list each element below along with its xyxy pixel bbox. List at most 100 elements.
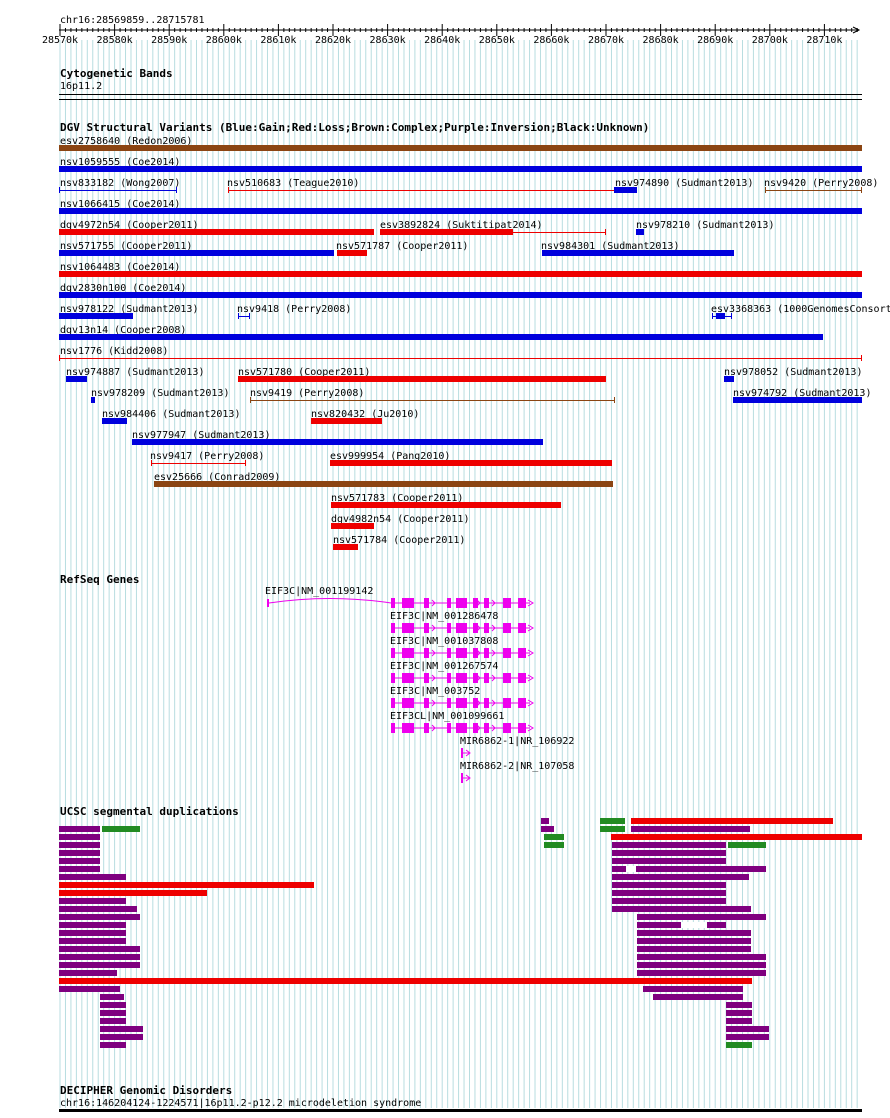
segdup-feature[interactable]: [637, 914, 766, 920]
dgv-variant-cap[interactable]: [731, 313, 732, 319]
dgv-variant-label[interactable]: nsv9418 (Perry2008): [237, 304, 352, 315]
segdup-feature[interactable]: [612, 850, 726, 856]
dgv-variant-label[interactable]: nsv1776 (Kidd2008): [60, 346, 169, 357]
segdup-feature[interactable]: [59, 850, 100, 856]
dgv-variant-label[interactable]: esv3892824 (Suktitipat2014): [380, 220, 543, 231]
dgv-variant-label[interactable]: nsv571755 (Cooper2011): [60, 241, 193, 252]
segdup-feature[interactable]: [631, 826, 750, 832]
gene-label[interactable]: MIR6862-2|NR_107058: [460, 761, 575, 772]
dgv-variant-line[interactable]: [765, 190, 862, 191]
dgv-variant-bar[interactable]: [59, 229, 374, 235]
dgv-variant-label[interactable]: nsv571780 (Cooper2011): [238, 367, 371, 378]
dgv-variant-line[interactable]: [228, 190, 615, 191]
dgv-variant-cap[interactable]: [228, 187, 229, 193]
dgv-variant-cap[interactable]: [245, 460, 246, 466]
dgv-variant-label[interactable]: nsv1059555 (Coe2014): [60, 157, 181, 168]
segdup-feature[interactable]: [59, 978, 752, 984]
segdup-feature[interactable]: [726, 1026, 769, 1032]
gene-label[interactable]: EIF3C|NM_001267574: [390, 661, 499, 672]
segdup-feature[interactable]: [726, 1018, 752, 1024]
dgv-variant-bar[interactable]: [59, 292, 862, 298]
gene-label[interactable]: EIF3C|NM_001199142: [265, 586, 374, 597]
dgv-variant-label[interactable]: esv2758640 (Redon2006): [60, 136, 193, 147]
dgv-variant-bar[interactable]: [724, 376, 734, 382]
segdup-feature[interactable]: [100, 1034, 143, 1040]
dgv-variant-bar[interactable]: [59, 334, 823, 340]
segdup-feature[interactable]: [726, 1010, 752, 1016]
dgv-variant-cap[interactable]: [249, 313, 250, 319]
segdup-feature[interactable]: [643, 986, 743, 992]
segdup-feature[interactable]: [59, 930, 126, 936]
dgv-variant-cap[interactable]: [59, 355, 60, 361]
dgv-variant-line[interactable]: [59, 190, 177, 191]
dgv-variant-bar[interactable]: [716, 313, 725, 319]
dgv-variant-label[interactable]: dgv4982n54 (Cooper2011): [331, 514, 470, 525]
dgv-variant-cap[interactable]: [176, 187, 177, 193]
decipher-track-title[interactable]: DECIPHER Genomic Disorders: [60, 1084, 233, 1097]
dgv-variant-label[interactable]: nsv571783 (Cooper2011): [331, 493, 464, 504]
segdup-feature[interactable]: [637, 930, 751, 936]
segdup-feature[interactable]: [612, 866, 766, 872]
dgv-variant-label[interactable]: esv999954 (Pang2010): [330, 451, 451, 462]
segdup-feature[interactable]: [59, 922, 126, 928]
dgv-variant-bar[interactable]: [59, 250, 334, 256]
dgv-variant-line[interactable]: [250, 400, 615, 401]
segdup-feature[interactable]: [612, 842, 726, 848]
segdup-feature[interactable]: [637, 938, 751, 944]
segdup-feature[interactable]: [637, 962, 766, 968]
segdup-feature[interactable]: [637, 946, 751, 952]
dgv-variant-line[interactable]: [59, 358, 862, 359]
dgv-track-title[interactable]: DGV Structural Variants (Blue:Gain;Red:L…: [60, 121, 650, 134]
segdup-feature[interactable]: [59, 874, 126, 880]
segdup-feature[interactable]: [612, 874, 749, 880]
segdup-feature[interactable]: [612, 898, 726, 904]
dgv-variant-line[interactable]: [238, 316, 250, 317]
segdup-feature[interactable]: [612, 882, 726, 888]
dgv-variant-bar[interactable]: [59, 271, 862, 277]
dgv-variant-cap[interactable]: [605, 229, 606, 235]
segdup-feature[interactable]: [728, 842, 766, 848]
segdup-feature[interactable]: [59, 834, 100, 840]
segdup-feature[interactable]: [600, 818, 625, 824]
segdup-feature[interactable]: [541, 826, 554, 832]
segdup-feature[interactable]: [59, 938, 126, 944]
dgv-variant-label[interactable]: nsv9417 (Perry2008): [150, 451, 265, 462]
dgv-variant-bar[interactable]: [59, 313, 133, 319]
dgv-variant-label[interactable]: nsv978052 (Sudmant2013): [724, 367, 863, 378]
segdup-feature[interactable]: [59, 906, 137, 912]
dgv-variant-label[interactable]: nsv974890 (Sudmant2013): [615, 178, 754, 189]
dgv-variant-label[interactable]: nsv9419 (Perry2008): [250, 388, 365, 399]
segdup-feature[interactable]: [612, 858, 726, 864]
dgv-variant-cap[interactable]: [765, 187, 766, 193]
dgv-variant-label[interactable]: nsv820432 (Ju2010): [311, 409, 420, 420]
segdup-feature[interactable]: [59, 826, 100, 832]
segdup-feature[interactable]: [637, 970, 766, 976]
dgv-variant-cap[interactable]: [861, 355, 862, 361]
dgv-variant-cap[interactable]: [59, 187, 60, 193]
dgv-variant-bar[interactable]: [733, 397, 862, 403]
segdup-feature[interactable]: [637, 954, 766, 960]
segdup-feature[interactable]: [102, 826, 140, 832]
gene-label[interactable]: EIF3C|NM_003752: [390, 686, 481, 697]
dgv-variant-label[interactable]: nsv1066415 (Coe2014): [60, 199, 181, 210]
segdup-feature[interactable]: [100, 1042, 126, 1048]
segdup-feature[interactable]: [100, 1010, 126, 1016]
dgv-variant-label[interactable]: nsv978209 (Sudmant2013): [91, 388, 230, 399]
segdup-feature[interactable]: [100, 1018, 126, 1024]
dgv-variant-label[interactable]: nsv510683 (Teague2010): [227, 178, 360, 189]
cytoband-label[interactable]: 16p11.2: [60, 81, 103, 92]
decipher-item-label[interactable]: chr16:146204124-1224571|16p11.2-p12.2 mi…: [60, 1098, 422, 1109]
dgv-variant-bar[interactable]: [330, 460, 612, 466]
dgv-variant-label[interactable]: nsv833182 (Wong2007): [60, 178, 181, 189]
dgv-variant-cap[interactable]: [151, 460, 152, 466]
dgv-variant-label[interactable]: nsv1064483 (Coe2014): [60, 262, 181, 273]
dgv-variant-label[interactable]: esv3368363 (1000GenomesConsortium2015): [711, 304, 890, 315]
dgv-variant-bar[interactable]: [59, 208, 862, 214]
dgv-variant-bar[interactable]: [636, 229, 644, 235]
dgv-variant-label[interactable]: nsv978122 (Sudmant2013): [60, 304, 199, 315]
dgv-variant-bar[interactable]: [59, 166, 862, 172]
segdup-feature[interactable]: [59, 970, 117, 976]
decipher-item-bar[interactable]: [59, 1109, 862, 1112]
segdup-feature[interactable]: [544, 834, 564, 840]
segdup-feature[interactable]: [59, 946, 140, 952]
